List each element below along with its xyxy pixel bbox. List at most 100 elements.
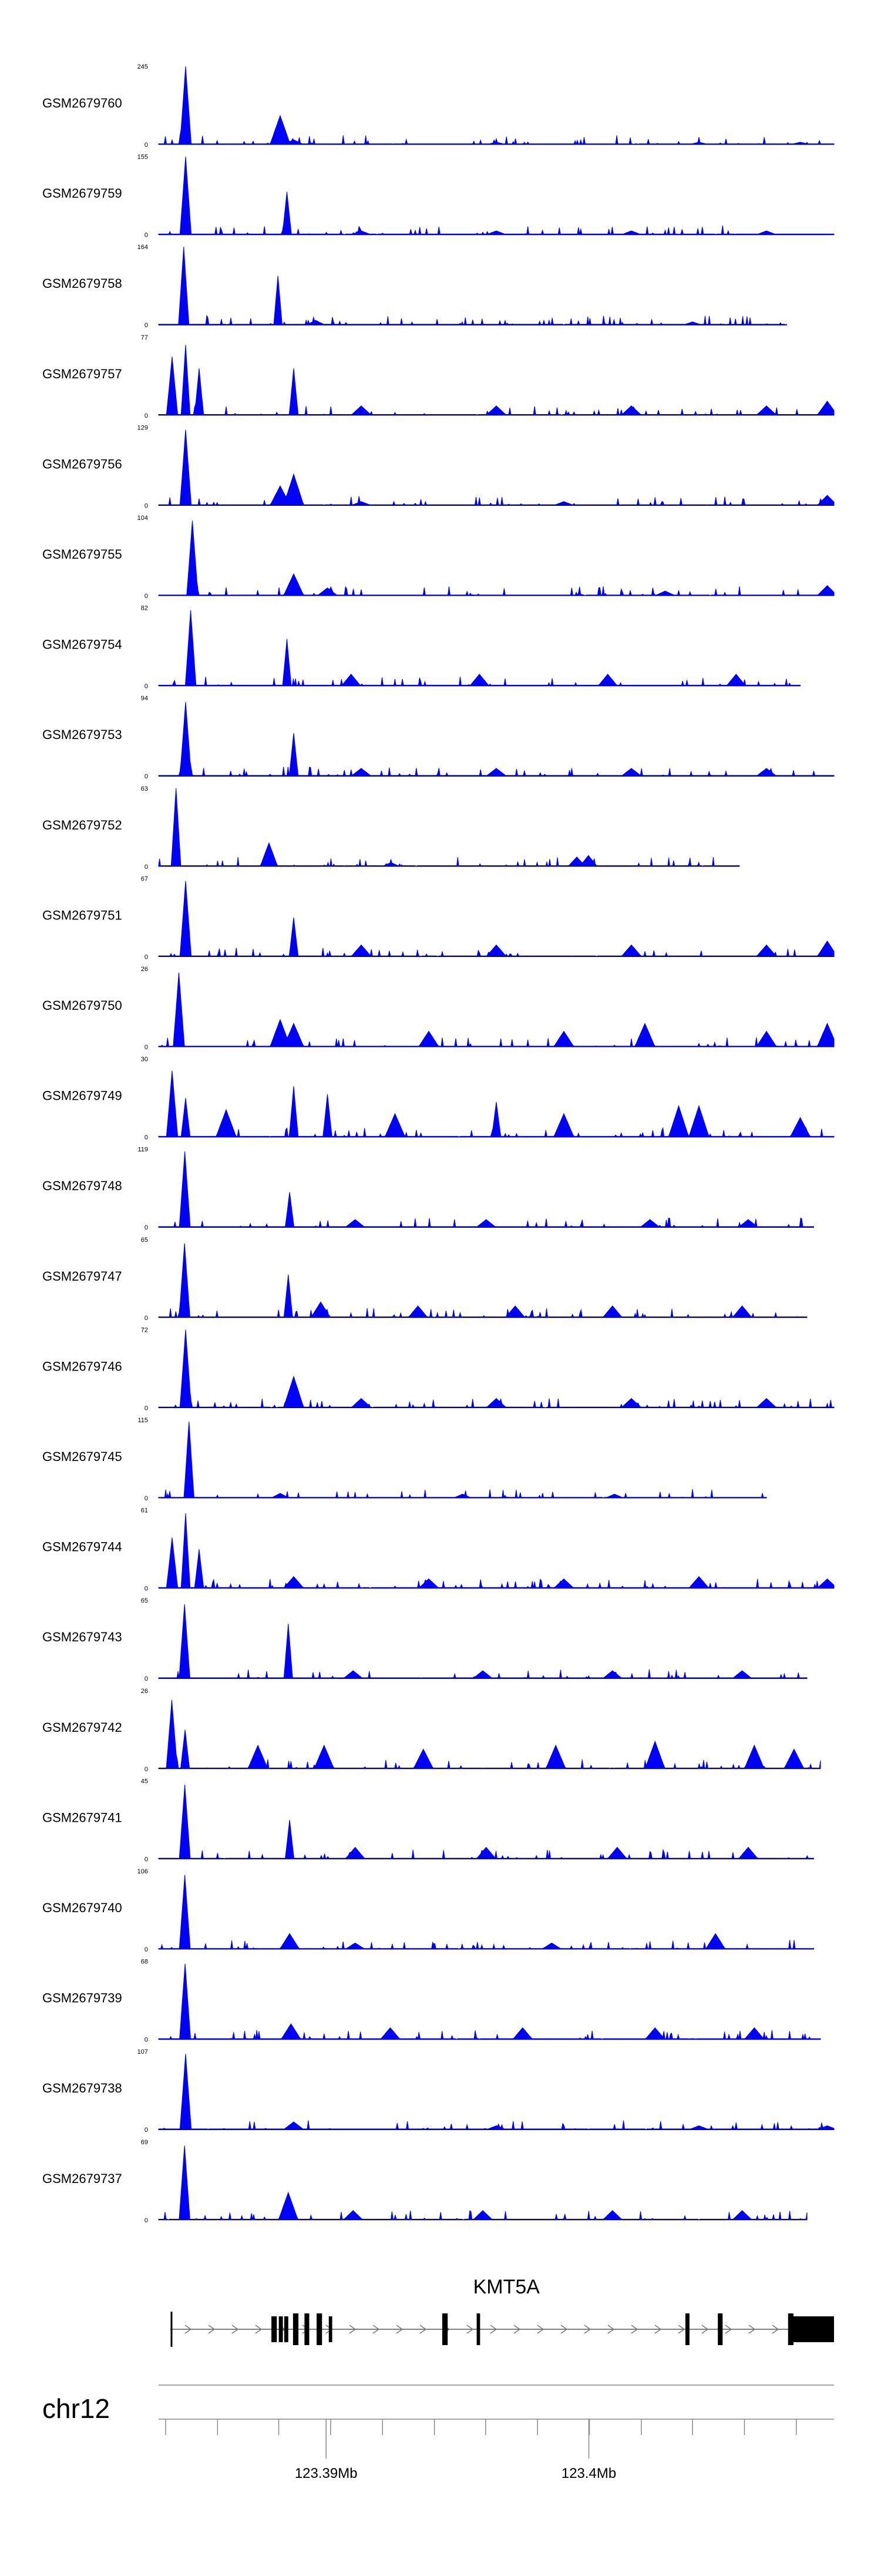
coverage-area xyxy=(158,1963,821,2040)
track-min-label: 0 xyxy=(144,232,148,239)
axis-tick-label: 123.4Mb xyxy=(561,2466,616,2481)
strand-arrow xyxy=(349,2325,357,2334)
track-min-label: 0 xyxy=(144,502,148,509)
track-max-label: 106 xyxy=(137,1868,148,1875)
track-max-label: 45 xyxy=(141,1778,148,1785)
track-min-label: 0 xyxy=(144,864,148,871)
track-label: GSM2679751 xyxy=(42,908,122,922)
coverage-area xyxy=(158,2145,808,2221)
strand-arrow xyxy=(372,2325,380,2334)
coverage-area xyxy=(158,1243,808,1318)
strand-arrow xyxy=(466,2325,474,2334)
track-min-label: 0 xyxy=(144,953,148,960)
axis-tick-label: 123.39Mb xyxy=(295,2466,358,2481)
coverage-area xyxy=(158,1875,814,1950)
exon-block xyxy=(278,2316,283,2342)
track-max-label: 129 xyxy=(137,424,148,431)
strand-arrow xyxy=(772,2325,779,2334)
track-label: GSM2679746 xyxy=(42,1359,122,1373)
strand-arrow xyxy=(560,2325,568,2334)
track-max-label: 94 xyxy=(141,695,148,702)
exon-block xyxy=(304,2313,310,2345)
track-label: GSM2679742 xyxy=(42,1720,122,1735)
coverage-area xyxy=(158,701,835,777)
coverage-area xyxy=(158,520,835,596)
exon-block xyxy=(328,2316,332,2342)
track-max-label: 104 xyxy=(137,515,148,522)
track-label: GSM2679739 xyxy=(42,1991,122,2006)
exon-block xyxy=(317,2313,322,2345)
coverage-area xyxy=(158,1070,835,1138)
strand-arrow xyxy=(748,2325,756,2334)
track-max-label: 107 xyxy=(137,2048,148,2056)
track-max-label: 155 xyxy=(137,154,148,161)
strand-arrow xyxy=(678,2325,685,2334)
track-max-label: 82 xyxy=(141,605,148,612)
track-max-label: 72 xyxy=(141,1326,148,1334)
strand-arrow xyxy=(419,2325,427,2334)
coverage-area xyxy=(158,2054,835,2130)
track-min-label: 0 xyxy=(144,1044,148,1051)
exon-block xyxy=(292,2313,299,2345)
track-label: GSM2679743 xyxy=(42,1630,122,1644)
track-min-label: 0 xyxy=(144,2127,148,2134)
exon-block xyxy=(271,2316,277,2342)
coverage-area xyxy=(158,1604,808,1679)
track-max-label: 68 xyxy=(141,1959,148,1966)
track-max-label: 245 xyxy=(137,63,148,70)
track-label: GSM2679757 xyxy=(42,367,122,381)
track-label: GSM2679737 xyxy=(42,2171,122,2186)
exon-block xyxy=(476,2313,480,2345)
track-label: GSM2679760 xyxy=(42,96,122,110)
track-max-label: 77 xyxy=(141,334,148,341)
strand-arrow xyxy=(208,2325,216,2334)
track-min-label: 0 xyxy=(144,593,148,600)
track-min-label: 0 xyxy=(144,1586,148,1593)
coverage-area xyxy=(158,1421,767,1499)
strand-arrow xyxy=(584,2325,591,2334)
coverage-area xyxy=(158,881,835,958)
strand-arrow xyxy=(396,2325,403,2334)
strand-arrow xyxy=(184,2325,192,2334)
track-min-label: 0 xyxy=(144,2037,148,2044)
track-label: GSM2679749 xyxy=(42,1089,122,1103)
track-min-label: 0 xyxy=(144,1405,148,1412)
strand-arrow xyxy=(725,2325,732,2334)
coverage-area xyxy=(158,1700,821,1769)
track-min-label: 0 xyxy=(144,142,148,149)
track-max-label: 65 xyxy=(141,1597,148,1604)
track-label: GSM2679738 xyxy=(42,2081,122,2095)
coverage-area xyxy=(158,972,835,1047)
coverage-area xyxy=(158,66,835,145)
strand-arrow xyxy=(513,2325,521,2334)
track-max-label: 26 xyxy=(141,1688,148,1695)
track-max-label: 119 xyxy=(137,1146,148,1153)
coverage-area xyxy=(158,788,740,867)
track-max-label: 61 xyxy=(141,1507,148,1514)
gene-name: KMT5A xyxy=(473,2276,540,2298)
coverage-area xyxy=(158,1785,814,1859)
track-min-label: 0 xyxy=(144,1134,148,1141)
track-label: GSM2679744 xyxy=(42,1540,122,1554)
strand-arrow xyxy=(607,2325,615,2334)
coverage-area xyxy=(158,345,835,416)
track-max-label: 115 xyxy=(137,1417,148,1424)
track-max-label: 164 xyxy=(137,244,148,251)
track-max-label: 26 xyxy=(141,966,148,973)
exon-block xyxy=(284,2316,288,2342)
track-label: GSM2679758 xyxy=(42,276,122,291)
strand-arrow xyxy=(231,2325,239,2334)
exon-block xyxy=(718,2313,723,2345)
coverage-area xyxy=(158,1513,835,1589)
track-min-label: 0 xyxy=(144,1856,148,1863)
track-min-label: 0 xyxy=(144,1224,148,1231)
track-min-label: 0 xyxy=(144,1946,148,1953)
exon-block xyxy=(793,2316,834,2342)
exon-block xyxy=(442,2313,448,2345)
coverage-area xyxy=(158,1151,814,1228)
track-min-label: 0 xyxy=(144,1495,148,1502)
track-label: GSM2679748 xyxy=(42,1178,122,1193)
track-label: GSM2679745 xyxy=(42,1449,122,1464)
